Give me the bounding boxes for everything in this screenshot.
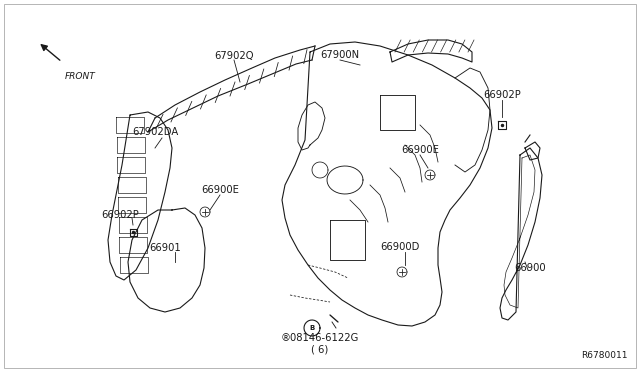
- Text: FRONT: FRONT: [65, 72, 96, 81]
- Text: 66900: 66900: [514, 263, 546, 273]
- Text: 66900E: 66900E: [201, 185, 239, 195]
- Text: B: B: [309, 325, 315, 331]
- Text: ( 6): ( 6): [312, 345, 328, 355]
- Text: R6780011: R6780011: [582, 351, 628, 360]
- Text: 67902Q: 67902Q: [214, 51, 253, 61]
- Text: 66901: 66901: [149, 243, 181, 253]
- Text: 67902DA: 67902DA: [132, 127, 178, 137]
- Text: 66900E: 66900E: [401, 145, 439, 155]
- Text: 67900N: 67900N: [321, 50, 360, 60]
- Text: 66902P: 66902P: [101, 210, 139, 220]
- Text: 66900D: 66900D: [380, 242, 420, 252]
- Text: 66902P: 66902P: [483, 90, 521, 100]
- Text: ®08146-6122G: ®08146-6122G: [281, 333, 359, 343]
